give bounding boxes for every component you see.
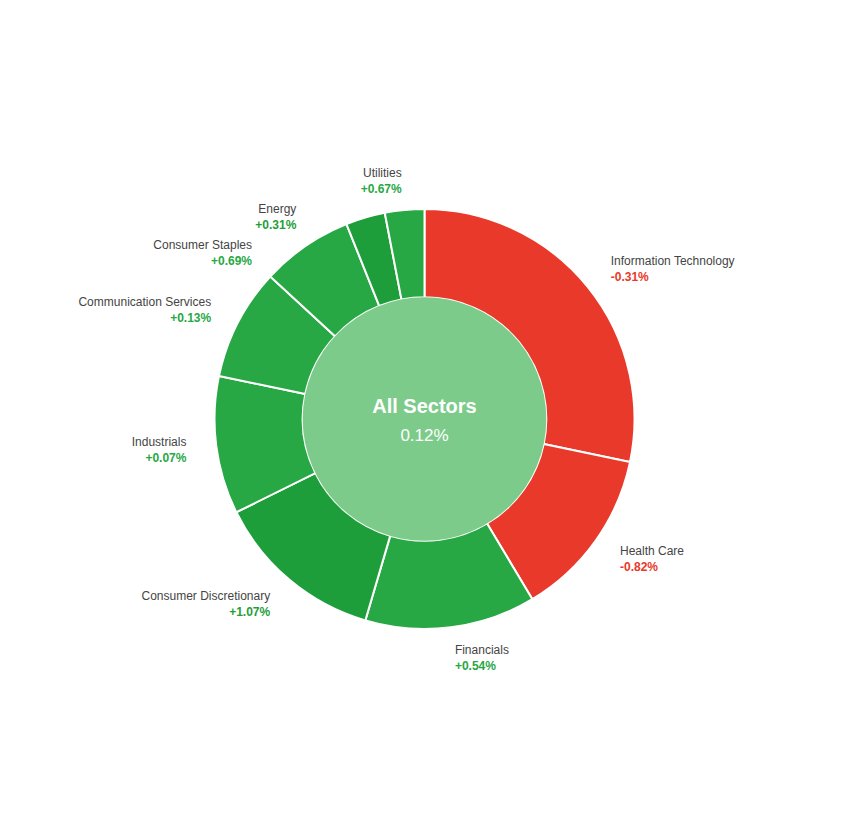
category-label: Information Technology [611, 254, 735, 268]
center-value: 0.12% [400, 426, 448, 445]
category-label: Financials [455, 643, 509, 657]
slices [215, 209, 635, 629]
center-label: All Sectors [372, 395, 476, 417]
change-label: -0.82% [620, 560, 658, 574]
change-label: -0.31% [611, 270, 649, 284]
slice-label: Energy +0.31% [255, 202, 296, 232]
chart-container: All Sectors 0.12% Information Technology -0… [0, 0, 849, 838]
slice-label: Consumer Discretionary +1.07% [142, 589, 271, 619]
slice-label: Financials +0.54% [455, 643, 509, 673]
category-label: Energy [258, 202, 296, 216]
slice [385, 209, 425, 299]
slice-label: Health Care -0.82% [620, 544, 684, 574]
category-label: Communication Services [78, 295, 211, 309]
change-label: +0.69% [211, 254, 252, 268]
change-label: +1.07% [229, 605, 270, 619]
slice-label: Information Technology -0.31% [611, 254, 735, 284]
category-label: Consumer Staples [153, 238, 252, 252]
slice-label: Industrials +0.07% [132, 435, 187, 465]
slice [365, 524, 532, 629]
category-label: Industrials [132, 435, 187, 449]
category-label: Consumer Discretionary [142, 589, 271, 603]
change-label: +0.54% [455, 659, 496, 673]
change-label: +0.31% [255, 218, 296, 232]
change-label: +0.67% [361, 182, 402, 196]
slice [215, 376, 316, 512]
slice-label: Communication Services +0.13% [78, 295, 211, 325]
category-label: Health Care [620, 544, 684, 558]
change-label: +0.13% [170, 311, 211, 325]
slice-label: Utilities +0.67% [361, 166, 402, 196]
category-label: Utilities [363, 166, 402, 180]
slice-label: Consumer Staples +0.69% [153, 238, 252, 268]
change-label: +0.07% [145, 451, 186, 465]
chart-svg: All Sectors 0.12% Information Technology -0… [0, 0, 849, 838]
labels: Information Technology -0.31% Health Care -… [78, 166, 734, 673]
background [0, 0, 849, 838]
center-circle [303, 297, 547, 541]
